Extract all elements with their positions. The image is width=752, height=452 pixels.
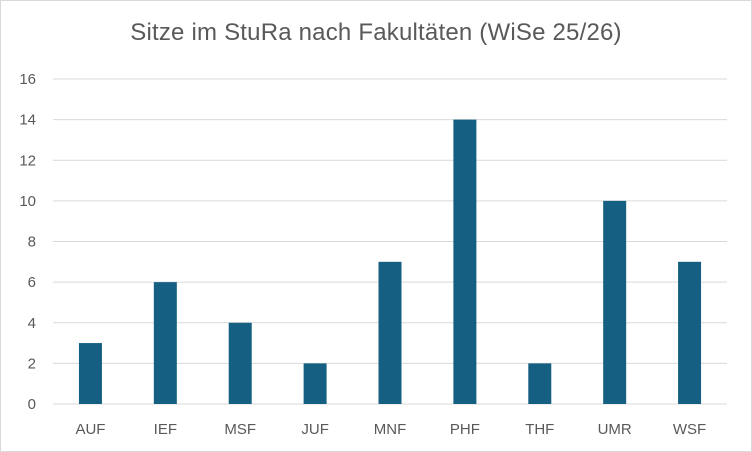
y-axis-ticks: 0 2 4 6 8 10 12 14 16: [19, 71, 36, 413]
y-tick-label: 16: [19, 71, 36, 88]
y-tick-label: 10: [19, 193, 36, 210]
bar-thf: [528, 363, 552, 404]
bar-umr: [603, 200, 627, 404]
x-tick-label-juf: JUF: [301, 421, 329, 438]
chart-title: Sitze im StuRa nach Fakultäten (WiSe 25/…: [130, 19, 622, 46]
y-tick-label: 8: [28, 234, 36, 251]
bar-msf: [228, 322, 252, 404]
bar-juf: [303, 363, 327, 404]
y-tick-label: 12: [19, 152, 36, 169]
bars: [78, 119, 702, 404]
x-tick-label-thf: THF: [525, 421, 554, 438]
x-tick-label-auf: AUF: [75, 421, 105, 438]
x-tick-label-msf: MSF: [224, 421, 256, 438]
y-tick-label: 0: [28, 396, 36, 413]
bar-phf: [453, 119, 477, 404]
x-axis-ticks: AUF IEF MSF JUF MNF PHF THF UMR WSF: [75, 421, 706, 438]
x-tick-label-phf: PHF: [450, 421, 480, 438]
x-tick-label-ief: IEF: [154, 421, 177, 438]
x-tick-label-mnf: MNF: [374, 421, 407, 438]
bar-ief: [153, 282, 177, 404]
bar-wsf: [678, 261, 702, 404]
bar-auf: [78, 343, 102, 404]
y-tick-label: 4: [28, 315, 36, 332]
y-tick-label: 2: [28, 355, 36, 372]
y-tick-label: 6: [28, 274, 36, 291]
x-tick-label-wsf: WSF: [673, 421, 706, 438]
y-tick-label: 14: [19, 112, 36, 129]
x-tick-label-umr: UMR: [598, 421, 632, 438]
bar-mnf: [378, 261, 402, 404]
